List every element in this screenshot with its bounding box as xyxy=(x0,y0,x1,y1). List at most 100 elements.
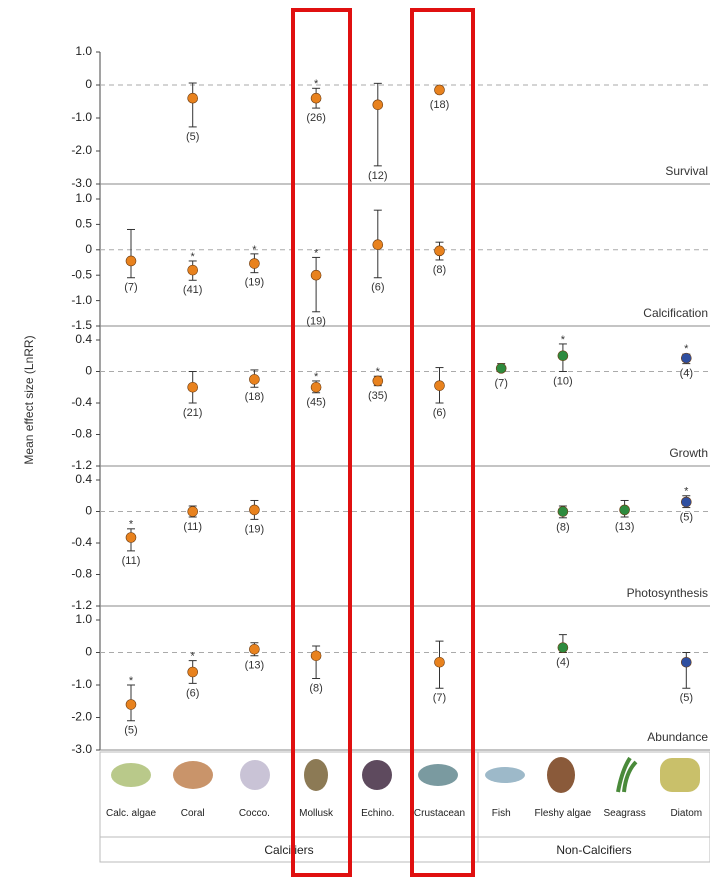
y-tick-label: -0.4 xyxy=(71,395,92,409)
mean-point xyxy=(435,657,445,667)
mean-point xyxy=(126,256,136,266)
significance: * xyxy=(314,371,319,383)
y-tick-label: 1.0 xyxy=(75,612,92,626)
significance: * xyxy=(129,519,134,531)
n-label: (18) xyxy=(430,99,450,111)
y-tick-label: 0 xyxy=(85,504,92,518)
n-label: (12) xyxy=(368,170,388,182)
significance: * xyxy=(314,78,319,90)
y-tick-label: -2.0 xyxy=(71,710,92,724)
mean-point xyxy=(249,374,259,384)
mean-point xyxy=(435,85,445,95)
y-tick-label: -1.2 xyxy=(71,598,92,612)
y-tick-label: -3.0 xyxy=(71,176,92,190)
mean-point xyxy=(311,93,321,103)
panel-title: Survival xyxy=(665,164,708,178)
y-tick-label: -1.2 xyxy=(71,458,92,472)
n-label: (8) xyxy=(433,264,446,276)
y-tick-label: 0 xyxy=(85,645,92,659)
panel-title: Growth xyxy=(669,446,708,460)
n-label: (6) xyxy=(371,282,384,294)
mean-point xyxy=(558,643,568,653)
n-label: (19) xyxy=(306,316,326,328)
n-label: (4) xyxy=(556,657,569,669)
mean-point xyxy=(558,351,568,361)
mean-point xyxy=(126,532,136,542)
icons xyxy=(111,757,700,793)
y-tick-label: 1.0 xyxy=(75,44,92,58)
panel-title: Calcification xyxy=(643,306,708,320)
mean-point xyxy=(188,93,198,103)
mean-point xyxy=(435,381,445,391)
n-label: (5) xyxy=(680,692,693,704)
y-tick-label: -0.5 xyxy=(71,267,92,281)
y-tick-label: 0 xyxy=(85,364,92,378)
y-tick-label: 0 xyxy=(85,77,92,91)
y-tick-label: -1.0 xyxy=(71,677,92,691)
n-label: (11) xyxy=(122,555,141,567)
page: {"chart_data": {"type": "errorbar", "y_l… xyxy=(0,0,710,877)
y-axis-label: Mean effect size (LnRR) xyxy=(22,335,36,464)
n-label: (7) xyxy=(124,282,137,294)
y-tick-label: 1.0 xyxy=(75,191,92,205)
mean-point xyxy=(188,507,198,517)
mean-point xyxy=(496,363,506,373)
y-tick-label: -1.5 xyxy=(71,318,92,332)
n-label: (5) xyxy=(124,725,137,737)
y-tick-label: 0.4 xyxy=(75,332,92,346)
significance: * xyxy=(376,366,381,378)
n-label: (13) xyxy=(615,521,635,533)
mean-point xyxy=(681,657,691,667)
mean-point xyxy=(311,270,321,280)
mean-point xyxy=(249,505,259,515)
n-label: (10) xyxy=(553,375,573,387)
n-label: (19) xyxy=(245,277,265,289)
n-label: (6) xyxy=(186,687,199,699)
y-tick-label: -3.0 xyxy=(71,742,92,756)
mean-point xyxy=(188,265,198,275)
n-label: (26) xyxy=(306,112,326,124)
n-label: (21) xyxy=(183,407,203,419)
mean-point xyxy=(435,246,445,256)
n-label: (8) xyxy=(309,682,322,694)
significance: * xyxy=(684,486,689,498)
y-tick-label: -0.8 xyxy=(71,427,92,441)
n-label: (5) xyxy=(680,511,693,523)
n-label: (7) xyxy=(433,692,446,704)
n-label: (41) xyxy=(183,284,203,296)
significance: * xyxy=(191,251,196,263)
n-label: (11) xyxy=(183,521,202,533)
n-label: (8) xyxy=(556,522,569,534)
panel-title: Abundance xyxy=(647,730,708,744)
mean-point xyxy=(311,382,321,392)
significance: * xyxy=(684,343,689,355)
mean-point xyxy=(373,100,383,110)
mean-point xyxy=(188,382,198,392)
mean-point xyxy=(188,667,198,677)
significance: * xyxy=(314,247,319,259)
n-label: (6) xyxy=(433,407,446,419)
n-label: (45) xyxy=(306,397,326,409)
mean-point xyxy=(620,505,630,515)
n-label: (7) xyxy=(494,377,507,389)
n-label: (35) xyxy=(368,390,388,402)
highlight-box xyxy=(412,10,473,875)
y-tick-label: -1.0 xyxy=(71,110,92,124)
significance: * xyxy=(561,334,566,346)
y-tick-label: -1.0 xyxy=(71,293,92,307)
mean-point xyxy=(126,700,136,710)
n-label: (19) xyxy=(245,523,265,535)
significance: * xyxy=(129,675,134,687)
n-label: (13) xyxy=(245,660,265,672)
significance: * xyxy=(252,244,257,256)
y-tick-label: 0 xyxy=(85,242,92,256)
n-label: (5) xyxy=(186,131,199,143)
n-label: (18) xyxy=(245,391,265,403)
mean-point xyxy=(249,644,259,654)
y-tick-label: -2.0 xyxy=(71,143,92,157)
y-tick-label: 0.5 xyxy=(75,217,92,231)
y-tick-label: -0.4 xyxy=(71,535,92,549)
mean-point xyxy=(681,497,691,507)
mean-point xyxy=(249,259,259,269)
y-tick-label: 0.4 xyxy=(75,472,92,486)
